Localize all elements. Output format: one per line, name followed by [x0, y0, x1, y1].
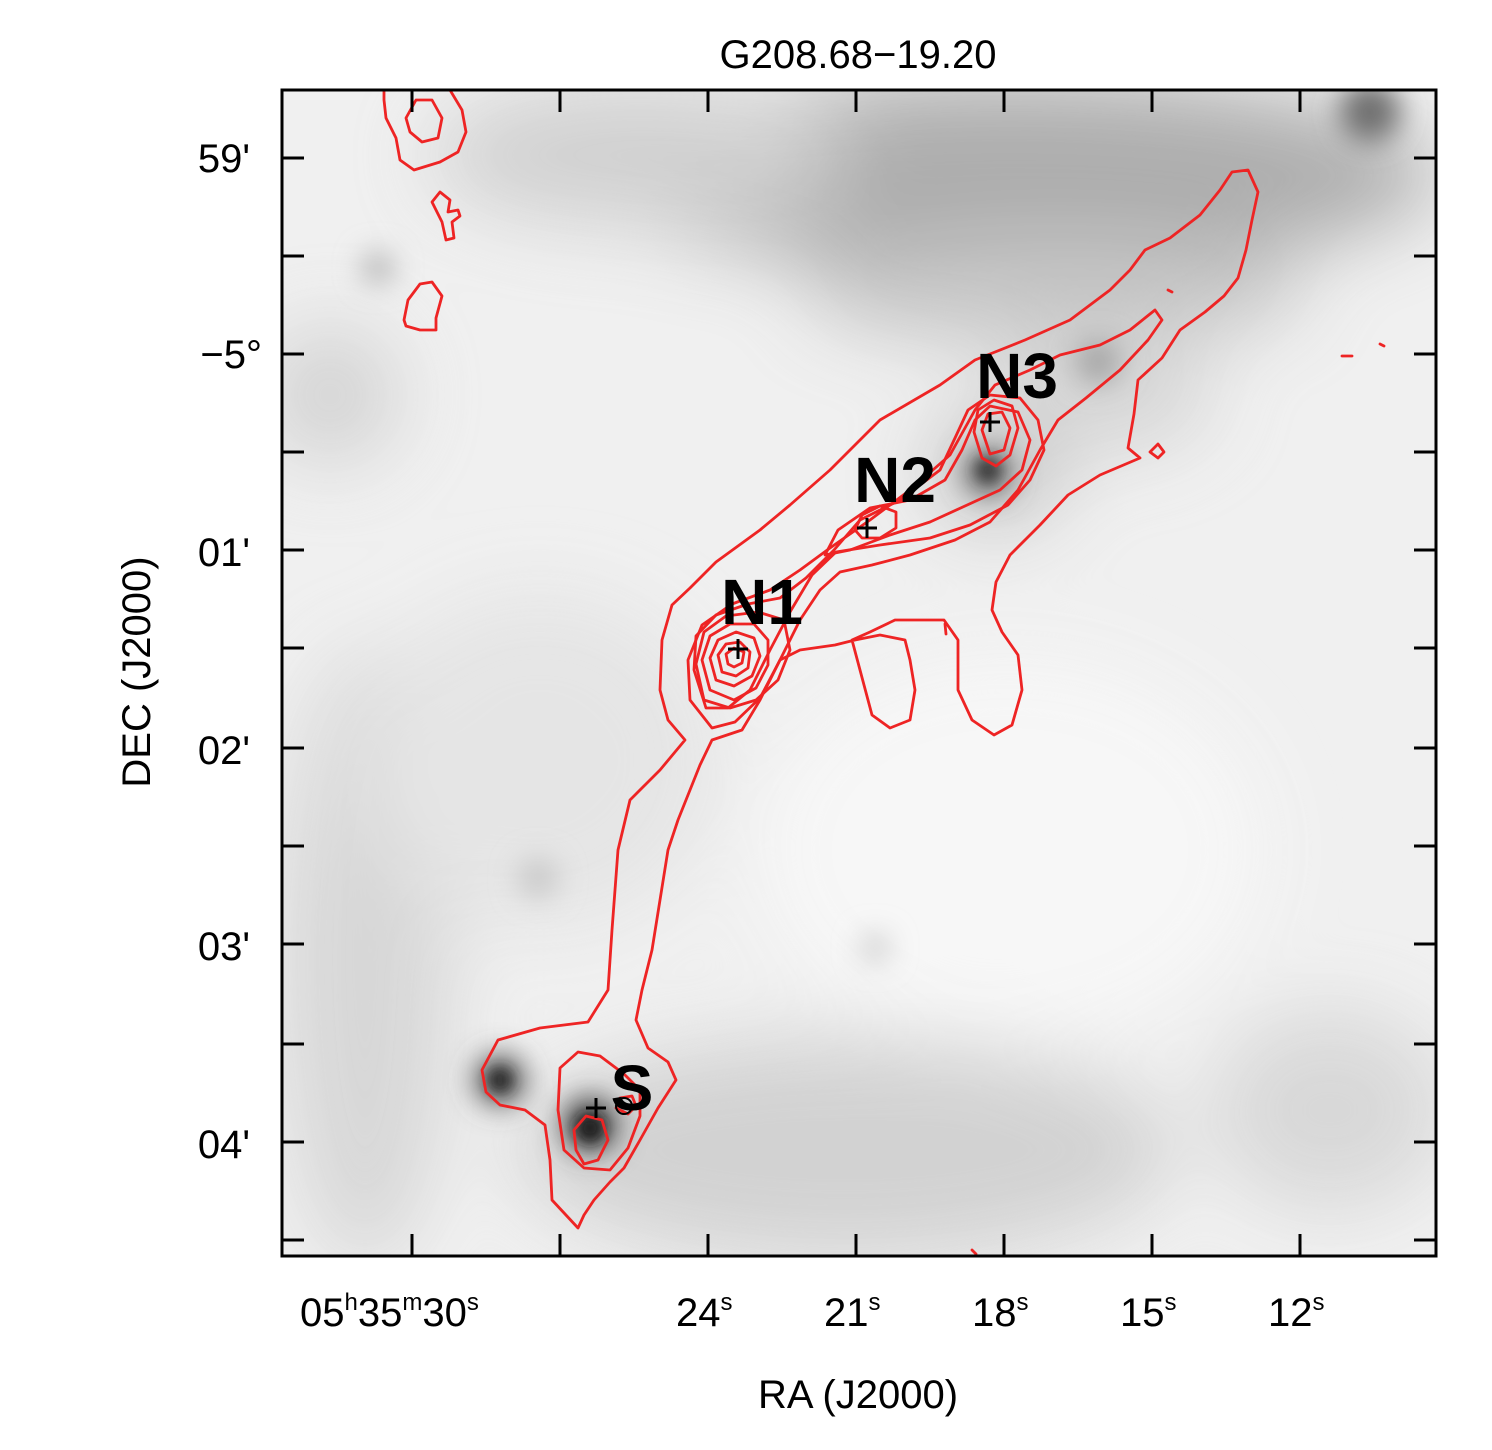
contour-small-right-4 — [1378, 342, 1386, 348]
source-label-s: S — [611, 1052, 654, 1124]
y-tick-label-04: 04' — [198, 1123, 250, 1167]
source-n3-marker — [980, 412, 1000, 432]
contour-small-right-2 — [1166, 288, 1174, 294]
x-tick-label-21s: 21s — [824, 1289, 881, 1335]
y-tick-label-59: 59' — [198, 137, 250, 181]
contour-left-blob — [402, 280, 444, 332]
source-label-n2: N2 — [854, 444, 936, 516]
contour-small-mid — [943, 622, 948, 636]
contour-level-6 — [708, 630, 762, 688]
y-tick-label-minus5: −5° — [200, 333, 262, 377]
x-axis-label: RA (J2000) — [758, 1373, 958, 1417]
contour-level-8 — [724, 646, 746, 669]
source-markers — [586, 412, 1000, 1118]
x-tick-label-30s: 05h35m30s — [300, 1289, 479, 1335]
contour-n3-inner-2 — [980, 410, 1012, 456]
contour-overlay — [382, 90, 1386, 1256]
y-tick-label-02: 02' — [198, 729, 250, 773]
chart-title: G208.68−19.20 — [720, 33, 997, 77]
contour-level-4b — [823, 404, 1032, 557]
contour-level-3 — [692, 393, 1046, 710]
source-n1-marker — [728, 639, 748, 659]
source-labels: N1 N2 N3 S — [611, 340, 1058, 1124]
contour-s-level-2 — [556, 1050, 642, 1172]
contour-level-4 — [694, 610, 792, 710]
contour-top-left-blob — [430, 190, 462, 242]
x-tick-label-18s: 18s — [972, 1289, 1029, 1335]
contour-level-7 — [716, 640, 752, 678]
source-label-n1: N1 — [721, 566, 803, 638]
plot-frame — [280, 88, 1438, 1258]
source-s-marker — [586, 1097, 633, 1118]
y-tick-label-01: 01' — [198, 531, 250, 575]
contour-n3-inner — [972, 398, 1020, 468]
x-tick-label-15s: 15s — [1120, 1289, 1177, 1335]
contour-level-5 — [700, 622, 770, 702]
contour-top-left-outer — [382, 90, 468, 172]
outer-contour — [480, 168, 1260, 1230]
contour-small-right-1 — [1148, 442, 1166, 460]
source-label-n3: N3 — [976, 340, 1058, 412]
contour-top-left-inner — [404, 98, 444, 144]
x-tick-label-12s: 12s — [1268, 1289, 1325, 1335]
grayscale-background — [282, 90, 1436, 1256]
x-tick-label-24s: 24s — [676, 1289, 733, 1335]
y-tick-labels: 59' −5° 01' 02' 03' 04' — [198, 137, 262, 1167]
contour-small-bottom — [970, 1248, 978, 1256]
tick-marks — [282, 90, 1436, 1256]
y-tick-label-03: 03' — [198, 925, 250, 969]
contour-level-2 — [686, 308, 1164, 730]
y-axis-label: DEC (J2000) — [115, 556, 159, 787]
source-n2-marker — [857, 518, 877, 538]
x-tick-labels: 05h35m30s 24s 21s 18s 15s 12s — [300, 1289, 1325, 1335]
contour-s-level-3 — [572, 1114, 610, 1166]
plot-area: N1 N2 N3 S — [115, 88, 1438, 1417]
contour-n2-inner — [853, 504, 898, 540]
